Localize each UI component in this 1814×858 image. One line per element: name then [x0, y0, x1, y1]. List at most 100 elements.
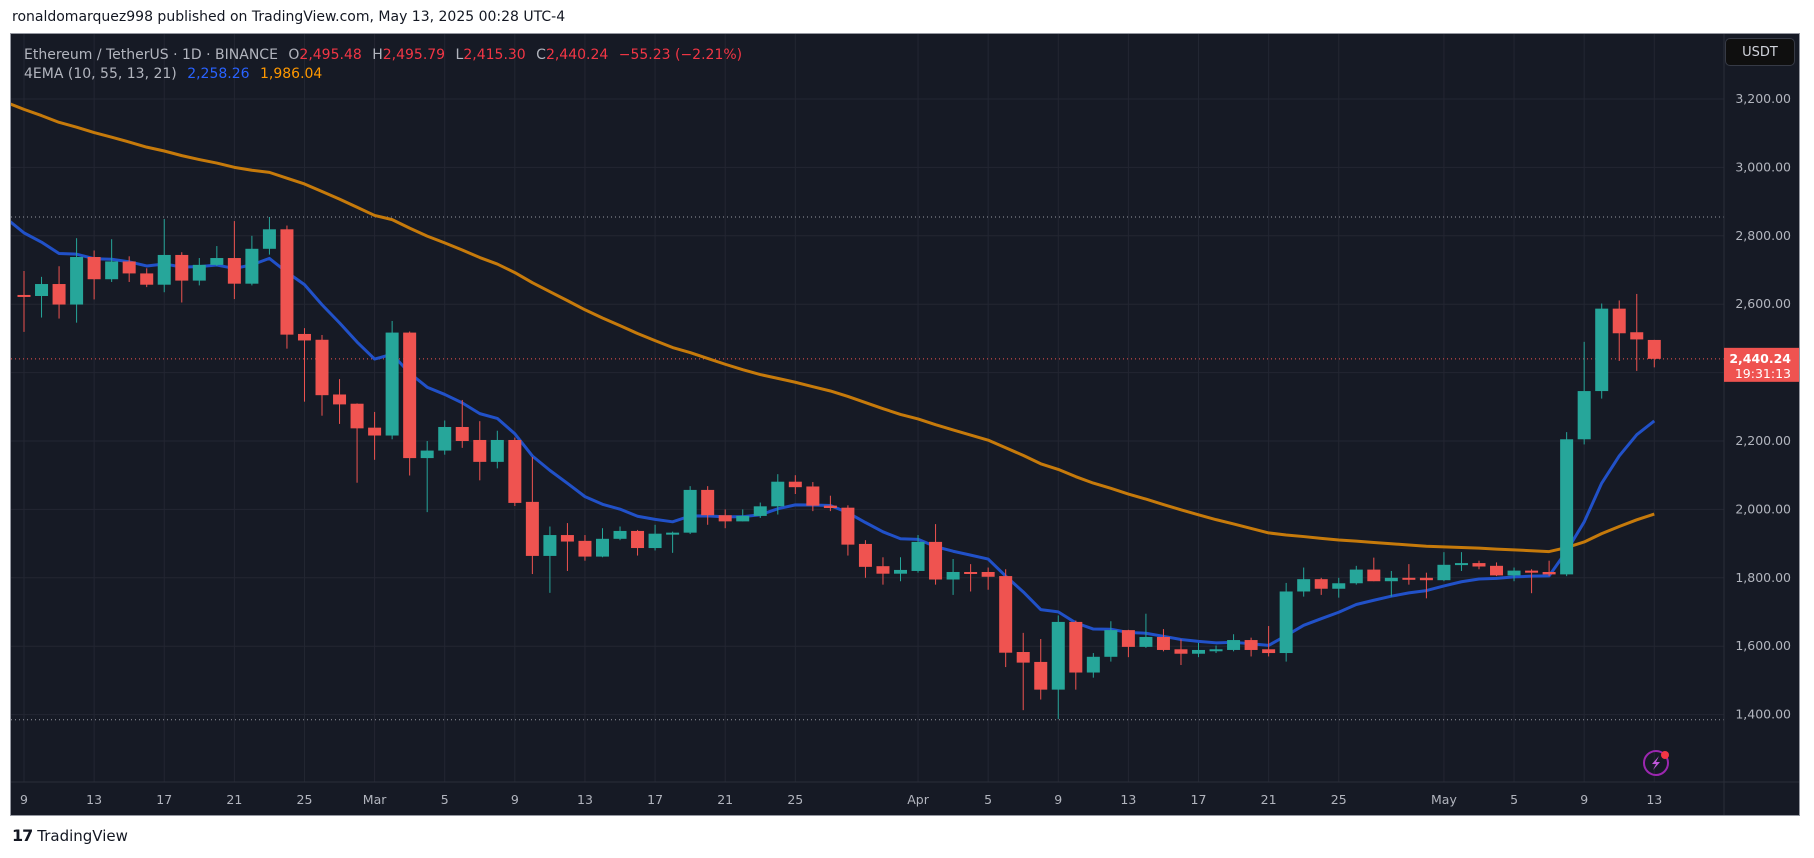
candle-down[interactable] — [823, 505, 837, 509]
candle-up[interactable] — [1437, 564, 1451, 581]
candle-down[interactable] — [964, 571, 978, 574]
candle-up[interactable] — [595, 538, 609, 557]
candle-up[interactable] — [894, 569, 907, 574]
candle-down[interactable] — [122, 261, 136, 274]
candle-down[interactable] — [701, 489, 715, 516]
candle-up[interactable] — [1086, 656, 1100, 673]
candle-up[interactable] — [1227, 640, 1241, 650]
candle-up[interactable] — [613, 530, 627, 539]
lightning-icon[interactable] — [1643, 750, 1669, 776]
candle-up[interactable] — [666, 532, 680, 535]
candle-down[interactable] — [1525, 570, 1539, 573]
candle-up[interactable] — [771, 481, 785, 507]
candle-down[interactable] — [806, 486, 820, 506]
candle-up[interactable] — [1051, 621, 1065, 690]
candle-down[interactable] — [1490, 565, 1504, 576]
candle-down[interactable] — [929, 541, 943, 580]
candle-down[interactable] — [87, 257, 101, 280]
candle-up[interactable] — [1332, 583, 1346, 589]
candle-up[interactable] — [1507, 570, 1521, 576]
candle-down[interactable] — [718, 515, 732, 522]
candle-down[interactable] — [981, 571, 995, 577]
candle-down[interactable] — [631, 530, 645, 549]
candle-up[interactable] — [105, 261, 119, 280]
candle-up[interactable] — [1104, 630, 1118, 657]
candle-down[interactable] — [455, 426, 469, 441]
candle-down[interactable] — [876, 566, 890, 574]
candle-down[interactable] — [1244, 640, 1258, 650]
chart-panel[interactable]: 3,200.00 3,000.00 2,800.00 2,600.00 2,200.00… — [10, 33, 1800, 816]
candle-down[interactable] — [227, 258, 241, 284]
candle-down[interactable] — [1402, 577, 1416, 580]
indicator-title[interactable]: 4EMA (10, 55, 13, 21) — [24, 66, 177, 82]
candle-down[interactable] — [1174, 649, 1188, 654]
candle-up[interactable] — [35, 284, 49, 296]
candle-down[interactable] — [140, 273, 154, 285]
candle-down[interactable] — [858, 543, 872, 567]
candle-up[interactable] — [245, 248, 259, 284]
candle-down[interactable] — [280, 229, 294, 335]
candle-down[interactable] — [788, 481, 802, 488]
candle-up[interactable] — [543, 535, 557, 556]
candle-up[interactable] — [1192, 649, 1206, 654]
candle-up[interactable] — [648, 533, 662, 549]
candle-down[interactable] — [1647, 339, 1661, 359]
candle-down[interactable] — [333, 394, 347, 405]
candle-down[interactable] — [350, 403, 364, 429]
candle-up[interactable] — [1595, 308, 1609, 392]
candle-down[interactable] — [1542, 571, 1556, 575]
candlestick-chart[interactable]: 3,200.00 3,000.00 2,800.00 2,600.00 2,200.00… — [11, 34, 1799, 815]
candle-up[interactable] — [192, 264, 206, 281]
candle-down[interactable] — [508, 439, 522, 503]
candle-up[interactable] — [1454, 563, 1468, 566]
candle-down[interactable] — [1034, 661, 1048, 690]
tradingview-logo[interactable]: 17 TradingView — [12, 826, 128, 845]
candle-up[interactable] — [420, 450, 434, 459]
candle-down[interactable] — [315, 339, 329, 396]
candle-down[interactable] — [1016, 652, 1030, 663]
candle-up[interactable] — [1577, 391, 1591, 440]
candle-down[interactable] — [1262, 649, 1276, 654]
candle-down[interactable] — [52, 284, 66, 305]
candle-up[interactable] — [753, 506, 767, 516]
symbol-title[interactable]: Ethereum / TetherUS · 1D · BINANCE — [24, 47, 278, 63]
candle-down[interactable] — [1314, 579, 1328, 589]
candle-up[interactable] — [385, 332, 399, 436]
candle-down[interactable] — [841, 507, 855, 545]
candle-down[interactable] — [1630, 332, 1644, 340]
candle-down[interactable] — [1472, 563, 1486, 567]
currency-button[interactable]: USDT — [1725, 38, 1795, 66]
candle-up[interactable] — [736, 515, 750, 522]
candle-down[interactable] — [1612, 308, 1626, 334]
candle-up[interactable] — [1139, 636, 1153, 647]
candle-up[interactable] — [262, 229, 276, 249]
candle-up[interactable] — [683, 489, 697, 533]
candle-down[interactable] — [473, 439, 487, 462]
candle-down[interactable] — [368, 427, 382, 436]
candle-up[interactable] — [157, 254, 171, 285]
candle-down[interactable] — [999, 576, 1013, 653]
candle-down[interactable] — [17, 294, 31, 297]
candle-up[interactable] — [1384, 577, 1398, 582]
candle-down[interactable] — [1367, 569, 1381, 582]
candle-up[interactable] — [490, 439, 504, 462]
candle-up[interactable] — [1279, 591, 1293, 654]
candle-down[interactable] — [1069, 621, 1083, 673]
candle-up[interactable] — [1349, 569, 1363, 584]
candle-up[interactable] — [1560, 439, 1574, 575]
candle-down[interactable] — [560, 535, 574, 542]
candle-down[interactable] — [175, 254, 189, 281]
candle-down[interactable] — [297, 333, 311, 341]
candle-up[interactable] — [1297, 579, 1311, 592]
candle-up[interactable] — [946, 571, 960, 580]
candle-down[interactable] — [1156, 636, 1170, 650]
candle-up[interactable] — [911, 541, 925, 571]
candle-down[interactable] — [1419, 577, 1433, 581]
candle-down[interactable] — [1121, 630, 1135, 647]
candle-down[interactable] — [525, 501, 539, 556]
candle-down[interactable] — [403, 332, 417, 459]
candle-up[interactable] — [438, 426, 452, 451]
candle-up[interactable] — [210, 258, 224, 265]
candle-down[interactable] — [578, 540, 592, 557]
candle-up[interactable] — [1209, 649, 1223, 652]
